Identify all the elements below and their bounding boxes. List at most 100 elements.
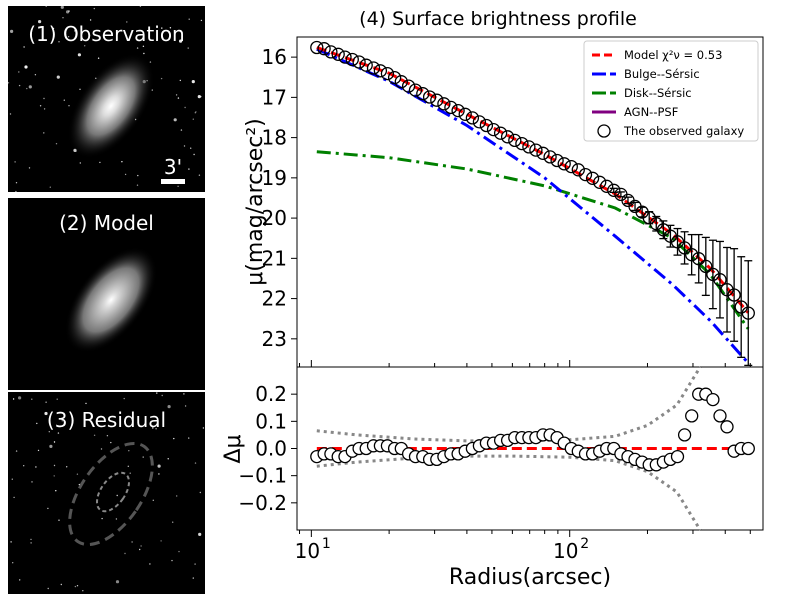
star <box>93 7 96 10</box>
observed-point <box>422 90 437 104</box>
star <box>158 473 160 475</box>
residual-ring <box>68 441 154 547</box>
star <box>44 411 48 416</box>
legend-label: Model χ²ν = 0.53 <box>624 48 722 62</box>
star <box>8 82 10 84</box>
star <box>142 45 145 47</box>
star <box>197 95 201 99</box>
star <box>24 65 28 69</box>
top-observed-points <box>310 40 755 320</box>
star <box>74 30 76 32</box>
observation-panel: 3' (1) Observation <box>8 6 205 192</box>
star <box>142 456 144 458</box>
star <box>191 80 195 84</box>
x-tick-label: 10 <box>295 539 320 563</box>
star <box>43 108 46 110</box>
star <box>67 36 70 38</box>
observed-point <box>401 79 416 93</box>
star <box>183 145 186 147</box>
star <box>53 475 55 477</box>
star <box>192 118 194 120</box>
star <box>198 532 202 536</box>
y-tick-label: −0.2 <box>238 491 287 515</box>
top-error-bars <box>609 187 753 367</box>
star <box>157 464 161 468</box>
star <box>152 427 154 429</box>
star <box>43 132 45 134</box>
scale-bar-label: 3' <box>164 155 182 179</box>
residual-panel: (3) Residual <box>8 392 205 594</box>
star <box>202 427 205 429</box>
star <box>9 113 12 115</box>
star <box>137 174 139 177</box>
star <box>149 563 151 565</box>
star <box>167 458 169 460</box>
star <box>37 449 40 452</box>
star <box>179 39 183 43</box>
star <box>63 99 65 101</box>
scale-bar <box>161 179 185 184</box>
observed-point <box>352 55 366 69</box>
x-tick-exponent: 2 <box>580 536 589 552</box>
star <box>10 541 12 543</box>
observed-point <box>677 241 692 255</box>
star <box>195 111 197 113</box>
y-tick-label: 19 <box>262 166 287 190</box>
star <box>97 57 100 59</box>
observed-point <box>479 118 494 133</box>
star <box>10 29 14 33</box>
star <box>56 75 60 79</box>
star <box>160 77 163 80</box>
observed-point <box>416 87 430 101</box>
star <box>178 550 180 553</box>
observed-point <box>741 306 755 320</box>
star <box>76 473 79 475</box>
star <box>39 105 42 107</box>
star <box>110 441 112 444</box>
observed-point <box>557 157 571 171</box>
observed-point <box>564 159 578 174</box>
observed-point <box>366 61 381 75</box>
star <box>18 84 21 87</box>
star <box>56 398 58 400</box>
model-galaxy <box>64 247 158 353</box>
observed-point <box>685 248 699 262</box>
star <box>194 462 197 464</box>
observed-point <box>472 115 487 129</box>
residual-star-field <box>10 392 205 592</box>
observed-point <box>508 133 522 148</box>
star <box>155 428 157 430</box>
y-tick-label: 0.0 <box>255 437 287 461</box>
star <box>38 20 42 24</box>
star <box>188 437 190 439</box>
observed-point <box>493 126 508 140</box>
star <box>128 450 130 452</box>
observed-point <box>600 179 614 193</box>
observed-point <box>331 47 345 61</box>
star <box>18 396 22 400</box>
star <box>15 190 17 192</box>
observed-point <box>578 167 593 182</box>
star <box>161 27 163 29</box>
star <box>187 47 189 49</box>
star <box>177 185 179 187</box>
bottom-y-axis-label: Δμ <box>221 434 246 463</box>
star <box>12 398 15 400</box>
model-panel: (2) Model <box>8 198 205 390</box>
star <box>57 432 60 434</box>
star <box>53 441 56 443</box>
bottom-y-ticks: 0.2 0.1 0.0 −0.1 −0.2 <box>238 382 297 515</box>
y-tick-label: 23 <box>262 327 287 351</box>
star <box>100 448 103 450</box>
star <box>43 97 45 100</box>
star <box>13 496 15 499</box>
disk-sersic-curve <box>316 150 750 330</box>
star <box>184 405 187 407</box>
star <box>156 392 158 394</box>
star <box>173 118 177 122</box>
observed-point <box>607 183 621 197</box>
observed-point <box>310 40 324 55</box>
star <box>115 580 120 584</box>
observed-point <box>515 136 529 151</box>
